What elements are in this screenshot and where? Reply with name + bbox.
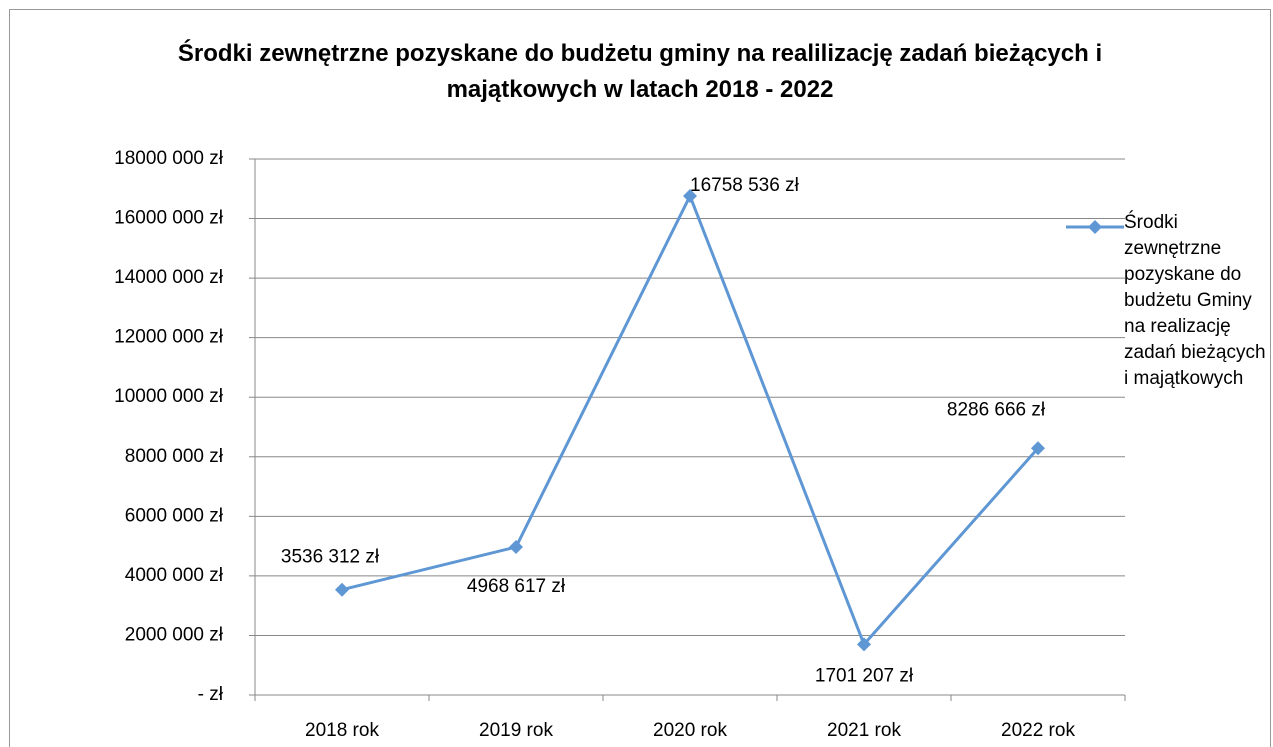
chart-title: Środki zewnętrzne pozyskane do budżetu g… [177, 40, 1103, 103]
y-tick-label: 10000 000 zł [114, 386, 224, 407]
y-tick-label: 8000 000 zł [125, 446, 224, 467]
x-tick-label: 2020 rok [653, 720, 727, 741]
legend-label: Środki zewnętrzne pozyskane do budżetu G… [1124, 212, 1266, 389]
data-label: 1701 207 zł [815, 665, 914, 686]
y-tick-label: 4000 000 zł [125, 565, 224, 586]
data-label: 16758 536 zł [690, 175, 800, 196]
line [341, 192, 1040, 648]
marker [335, 582, 349, 597]
y-tick-label: 18000 000 zł [114, 148, 224, 169]
x-tick-label: 2021 rok [827, 720, 901, 741]
marker [857, 637, 871, 652]
marker [509, 540, 523, 555]
legend-marker [1088, 220, 1102, 234]
y-tick-label: 16000 000 zł [114, 208, 224, 229]
chart-frame [9, 9, 1271, 747]
marker [683, 188, 697, 203]
y-tick-label: - zł [198, 684, 224, 705]
data-label: 8286 666 zł [947, 399, 1046, 420]
y-tick-label: 12000 000 zł [114, 327, 224, 348]
marker [1031, 441, 1045, 456]
data-label: 4968 617 zł [467, 576, 566, 597]
x-tick-label: 2019 rok [479, 720, 553, 741]
x-tick-label: 2018 rok [305, 720, 379, 741]
y-tick-label: 2000 000 zł [125, 624, 224, 645]
data-label: 3536 312 zł [281, 547, 380, 568]
y-tick-label: 6000 000 zł [125, 505, 224, 526]
x-tick-label: 2022 rok [1001, 720, 1075, 741]
y-tick-label: 14000 000 zł [114, 267, 224, 288]
